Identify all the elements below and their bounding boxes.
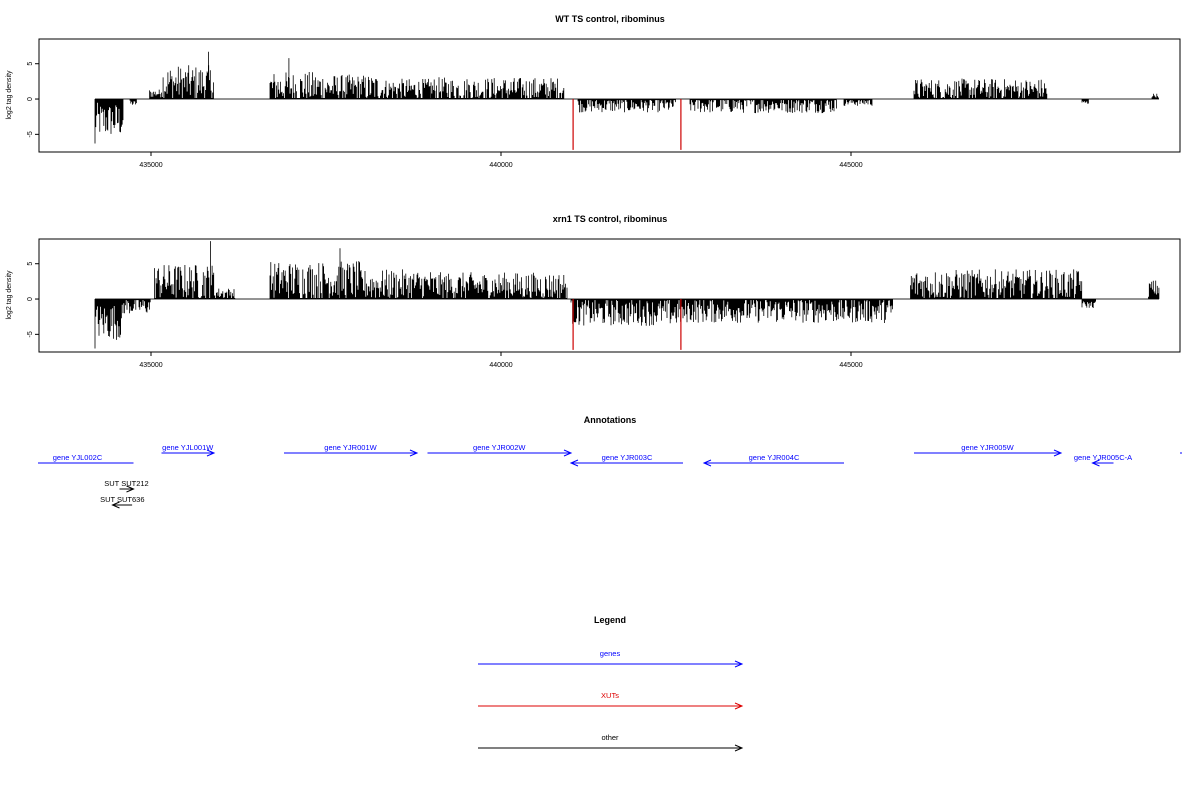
annotation-arrow-head <box>206 449 216 457</box>
legend-arrow-head <box>734 702 744 710</box>
x-tick-label: 445000 <box>839 162 862 169</box>
annotation-label: gene YJR001W <box>324 443 377 452</box>
annotation-label: SUT SUT636 <box>100 495 144 504</box>
coverage-bars <box>94 241 1160 349</box>
plot-frame-xrn1 <box>38 238 1181 353</box>
y-tick-label: -5 <box>27 131 34 137</box>
legend-arrow-head <box>734 660 744 668</box>
annotation-label: gene YJR003C <box>602 453 653 462</box>
annotation-label: gene YJR002W <box>473 443 526 452</box>
x-tick-label: 445000 <box>839 362 862 369</box>
annotation-arrow-head <box>1053 449 1063 457</box>
y-tick-label: 5 <box>27 262 34 266</box>
annotation-label: gene YJR005C-A <box>1074 453 1132 462</box>
coverage-bars <box>94 51 1159 144</box>
annotation-arrow-head <box>702 459 712 467</box>
annotation-label: gene YJL002C <box>53 453 103 462</box>
legend-label: other <box>601 733 619 742</box>
x-tick-label: 435000 <box>139 362 162 369</box>
x-tick-label: 435000 <box>139 162 162 169</box>
y-axis-title-xrn1: log2 tag density <box>6 270 13 320</box>
annotations-title: Annotations <box>584 415 637 425</box>
annotation-arrow-head <box>126 485 135 493</box>
annotation-arrow-head <box>409 449 419 457</box>
legend-label: XUTs <box>601 691 619 700</box>
legend: Legend genes XUTs other <box>478 615 744 752</box>
x-tick-label: 440000 <box>489 162 512 169</box>
y-axis-title-wt: log2 tag density <box>6 70 13 120</box>
annotation-label: gene YJ <box>1184 443 1200 452</box>
y-tick-label: 0 <box>27 297 34 301</box>
annotation-label: gene YJL001W <box>162 443 214 452</box>
wt-bar-series <box>94 51 1159 150</box>
panel-title-wt: WT TS control, ribominus <box>555 14 665 24</box>
annotation-features: gene YJL002C gene YJL001W gene YJR001W gene… <box>22 443 1200 509</box>
xrn1-bar-series <box>94 241 1160 350</box>
annotation-arrow-head <box>563 449 573 457</box>
panel-title-xrn1: xrn1 TS control, ribominus <box>553 214 668 224</box>
plot-frame-wt <box>38 38 1181 153</box>
annotation-arrow-head <box>1091 459 1100 467</box>
wt-coverage-panel: WT TS control, ribominus log2 tag densit… <box>6 14 1181 169</box>
legend-title: Legend <box>594 615 626 625</box>
y-tick-label: 5 <box>27 62 34 66</box>
annotation-arrow-head <box>22 460 29 466</box>
legend-arrow-head <box>734 744 744 752</box>
axes-wt: 435000 440000 445000 -5 0 5 <box>27 62 863 169</box>
xrn1-coverage-panel: xrn1 TS control, ribominus log2 tag dens… <box>6 214 1181 369</box>
legend-label: genes <box>600 649 621 658</box>
legend-items: genes XUTs other <box>478 649 744 752</box>
y-tick-label: -5 <box>27 331 34 337</box>
y-tick-label: 0 <box>27 97 34 101</box>
axes-xrn1: 435000 440000 445000 -5 0 5 <box>27 262 863 369</box>
annotation-label: gene YJR004C <box>749 453 800 462</box>
annotation-arrow-head <box>111 501 120 509</box>
annotation-label: SUT SUT212 <box>104 479 148 488</box>
x-tick-label: 440000 <box>489 362 512 369</box>
annotation-label: gene YJR005W <box>961 443 1014 452</box>
annotation-arrow-head <box>569 459 579 467</box>
